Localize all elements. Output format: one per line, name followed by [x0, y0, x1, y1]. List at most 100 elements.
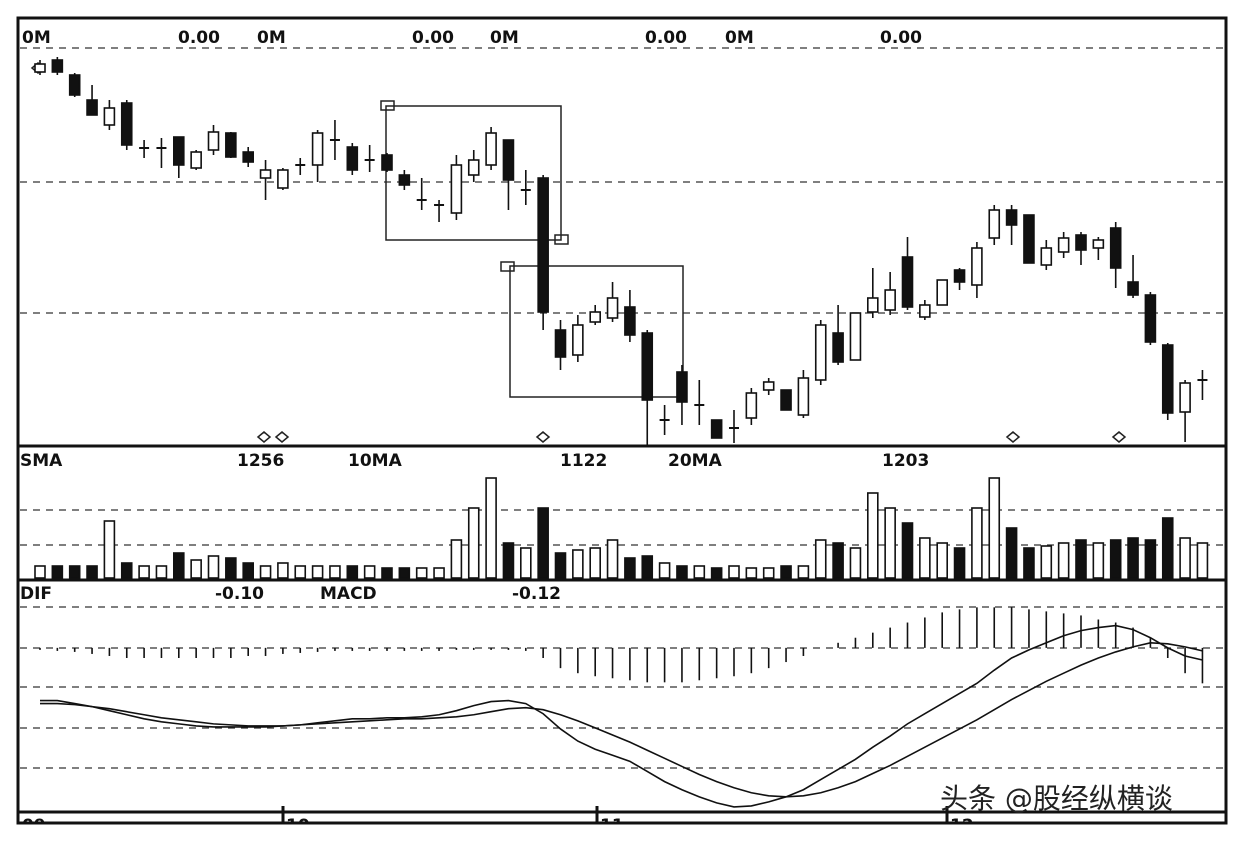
volume-bar: [1144, 539, 1157, 579]
volume-bar: [953, 547, 966, 579]
header-label: 0.00: [412, 28, 454, 48]
volume-bar: [68, 565, 81, 579]
volume-bar: [866, 492, 879, 579]
candle-body: [1127, 281, 1139, 296]
volume-bar: [155, 565, 168, 579]
candle-body: [381, 154, 393, 171]
annotation-boxes: [380, 100, 684, 398]
candle-body: [1023, 214, 1035, 264]
volume-bar: [884, 507, 896, 579]
volume-bar: [971, 507, 983, 579]
candle-body: [745, 392, 758, 419]
series-readout: -0.10: [215, 584, 264, 604]
volume-bar: [554, 552, 567, 579]
volume-bar: [398, 567, 411, 579]
candle-body: [485, 132, 497, 166]
candle-body: [1005, 209, 1018, 226]
volume-bar: [329, 565, 341, 579]
candle-body: [884, 289, 896, 311]
volume-bar: [936, 542, 949, 579]
volume-bar: [225, 557, 237, 579]
volume-bar: [1092, 542, 1105, 579]
candle-body: [1040, 247, 1053, 266]
header-label: 0.00: [178, 28, 220, 48]
candle-body: [207, 131, 220, 151]
candle-body: [225, 132, 237, 158]
volume-bar: [988, 477, 1001, 579]
volume-bar: [1109, 539, 1122, 579]
volume-bar: [34, 565, 46, 579]
volume-bar: [1161, 517, 1174, 579]
header-label: 0.00: [880, 28, 922, 48]
volume-bar: [433, 567, 445, 579]
candle-body: [346, 146, 359, 171]
series-name: MACD: [320, 584, 377, 604]
volume-bar: [259, 565, 272, 579]
volume-bar: [415, 567, 428, 579]
volume-label: 20MA: [668, 451, 723, 471]
volume-bar: [1127, 537, 1139, 579]
candle-body: [710, 419, 723, 439]
header-label: 0M: [257, 28, 286, 48]
volume-bar: [502, 542, 515, 579]
volume-bar: [1196, 542, 1209, 579]
candle-body: [589, 311, 602, 323]
volume-bar: [762, 567, 775, 579]
frame: [16, 16, 1228, 825]
candle-body: [676, 371, 688, 403]
candle-body: [988, 209, 1001, 239]
grid: [20, 47, 1224, 769]
candle-body: [103, 107, 116, 126]
volume-label: 1122: [560, 451, 607, 471]
volume-bar: [676, 565, 688, 579]
candle-body: [780, 389, 792, 411]
plot-marks: [34, 57, 1209, 808]
date-label: 10: [286, 816, 310, 836]
candle-body: [502, 139, 515, 181]
volume-bar: [901, 522, 914, 579]
candle-body: [953, 269, 966, 283]
volume-bar: [363, 565, 376, 579]
volume-label: 1256: [237, 451, 284, 471]
series-name: DIF: [20, 584, 52, 604]
date-label: 12: [950, 816, 974, 836]
candle-body: [866, 297, 879, 313]
candle-body: [190, 151, 202, 169]
volume-bar: [86, 565, 98, 579]
macd-line: [40, 624, 1203, 808]
volume-bar: [624, 557, 636, 579]
candle-body: [259, 169, 272, 179]
volume-bar: [138, 565, 150, 579]
candle-body: [641, 332, 654, 401]
candle-body: [832, 332, 844, 363]
volume-bar: [728, 565, 740, 579]
volume-bar: [1040, 545, 1053, 579]
header-label: 0M: [725, 28, 754, 48]
candle-body: [1144, 294, 1157, 343]
volume-bar: [51, 565, 64, 579]
volume-bar: [346, 565, 359, 579]
volume-bar: [242, 562, 254, 579]
volume-bar: [1057, 542, 1070, 579]
date-label: 11: [600, 816, 624, 836]
candle-body: [311, 132, 324, 166]
volume-bar: [294, 565, 307, 579]
volume-bar: [641, 555, 654, 579]
volume-bar: [658, 562, 671, 579]
candle-body: [762, 381, 775, 391]
volume-bar: [606, 539, 619, 579]
volume-label: 10MA: [348, 451, 403, 471]
volume-bar: [173, 552, 185, 579]
volume-bar: [710, 567, 723, 579]
candle-body: [1075, 234, 1087, 251]
series-readout: -0.12: [512, 584, 561, 604]
candle-body: [173, 136, 185, 166]
candle-body: [450, 164, 463, 214]
candle-body: [68, 74, 81, 96]
volume-bar: [589, 547, 602, 579]
volume-bar: [120, 562, 133, 579]
volume-bar: [1075, 539, 1087, 579]
candle-body: [398, 174, 411, 186]
